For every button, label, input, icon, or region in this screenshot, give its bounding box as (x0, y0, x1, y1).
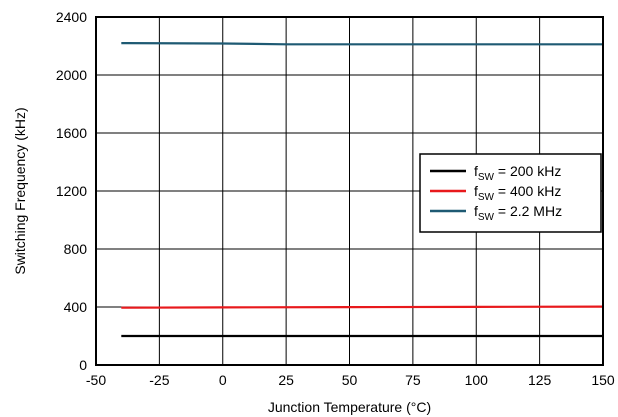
series-group (121, 42, 604, 338)
x-tick-label: 0 (219, 372, 227, 388)
x-tick-label: 100 (465, 372, 489, 388)
x-tick-labels: -50 -25 0 25 50 75 100 125 150 (86, 372, 615, 388)
x-tick-label: 150 (591, 372, 615, 388)
x-axis-label: Junction Temperature (°C) (268, 399, 431, 415)
y-tick-labels: 0 400 800 1200 1600 2000 2400 (56, 9, 87, 373)
y-axis-label: Switching Frequency (kHz) (12, 107, 28, 274)
x-tick-label: 75 (405, 372, 421, 388)
series-line-1 (121, 305, 604, 309)
legend-label-1: fSW = 400 kHz (474, 183, 561, 203)
x-tick-label: -50 (86, 372, 106, 388)
y-tick-label: 2000 (56, 67, 87, 83)
y-tick-label: 1600 (56, 125, 87, 141)
y-tick-label: 0 (79, 357, 87, 373)
legend-box (419, 153, 602, 233)
y-tick-label: 800 (64, 241, 88, 257)
x-tick-label: 25 (278, 372, 294, 388)
y-tick-label: 1200 (56, 183, 87, 199)
y-tick-label: 2400 (56, 9, 87, 25)
y-tick-label: 400 (64, 299, 88, 315)
legend-label-2: fSW = 2.2 MHz (474, 203, 562, 223)
x-tick-label: 50 (342, 372, 358, 388)
series-line-2 (121, 42, 603, 46)
legend-label-0: fSW = 200 kHz (474, 163, 561, 183)
plot-frame (95, 16, 604, 366)
x-tick-label: -25 (149, 372, 169, 388)
x-tick-label: 125 (528, 372, 552, 388)
